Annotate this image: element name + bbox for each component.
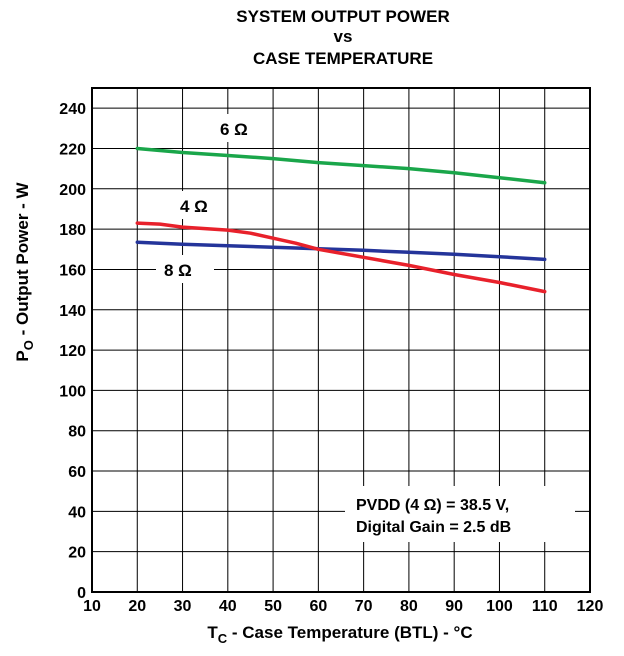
series-label-6ohm: 6 Ω	[220, 120, 248, 139]
x-tick-label: 100	[486, 598, 513, 615]
x-tick-label: 110	[532, 598, 558, 615]
y-axis-label-sub: O	[21, 340, 36, 350]
label-bg-8ohm	[156, 255, 214, 283]
y-tick-label: 180	[59, 222, 86, 239]
x-tick-label: 40	[219, 598, 237, 615]
label-bg-4ohm	[172, 191, 222, 219]
x-tick-label: 70	[355, 598, 373, 615]
x-axis-label-main: T	[207, 623, 218, 642]
y-tick-label: 100	[59, 383, 86, 400]
y-tick-label: 40	[68, 504, 86, 521]
chart-title: SYSTEM OUTPUT POWER vs CASE TEMPERATURE	[236, 7, 449, 68]
x-tick-label: 120	[577, 598, 604, 615]
x-tick-label: 30	[174, 598, 192, 615]
y-tick-label: 200	[59, 182, 86, 199]
plot-frame	[91, 87, 591, 593]
label-bg-6ohm	[212, 114, 262, 142]
y-tick-label: 120	[59, 343, 86, 360]
title-line-3: CASE TEMPERATURE	[253, 49, 433, 68]
title-line-2: vs	[334, 27, 353, 46]
x-axis-ticks: 10 20 30 40 50 60 70 80 90 100 110 120	[83, 598, 603, 615]
y-tick-label: 60	[68, 464, 86, 481]
y-tick-label: 140	[59, 303, 86, 320]
y-tick-label: 80	[68, 424, 86, 441]
y-axis-ticks: 0 20 40 60 80 100 120 140 160 180 200 220 240	[59, 101, 86, 602]
y-tick-label: 160	[59, 262, 86, 279]
annotation-bg	[345, 486, 575, 542]
y-axis-label: PO - Output Power - W	[13, 181, 36, 361]
annotation-line-1: PVDD (4 Ω) = 38.5 V,	[356, 497, 509, 514]
series-label-4ohm: 4 Ω	[180, 197, 208, 216]
x-tick-label: 60	[309, 598, 327, 615]
series-label-8ohm: 8 Ω	[164, 261, 192, 280]
series-line-2	[135, 240, 547, 262]
x-tick-label: 20	[128, 598, 146, 615]
y-tick-label: 240	[59, 101, 86, 118]
series-line-1	[135, 221, 547, 294]
series-line-0	[135, 146, 547, 185]
x-axis-label-sub: C	[218, 631, 228, 646]
title-line-1: SYSTEM OUTPUT POWER	[236, 7, 449, 26]
x-tick-label: 90	[445, 598, 463, 615]
x-axis-label: TC - Case Temperature (BTL) - °C	[207, 623, 472, 646]
x-tick-label: 50	[264, 598, 282, 615]
annotation-line-2: Digital Gain = 2.5 dB	[356, 519, 511, 536]
y-axis-label-main: P	[13, 350, 32, 361]
x-axis-label-rest: - Case Temperature (BTL) - °C	[227, 623, 472, 642]
y-tick-label: 20	[68, 545, 86, 562]
series-lines	[135, 146, 547, 294]
x-tick-label: 80	[400, 598, 418, 615]
y-tick-label: 0	[77, 585, 86, 602]
x-tick-label: 10	[83, 598, 101, 615]
y-tick-label: 220	[59, 141, 86, 158]
y-axis-label-rest: - Output Power - W	[13, 181, 32, 340]
